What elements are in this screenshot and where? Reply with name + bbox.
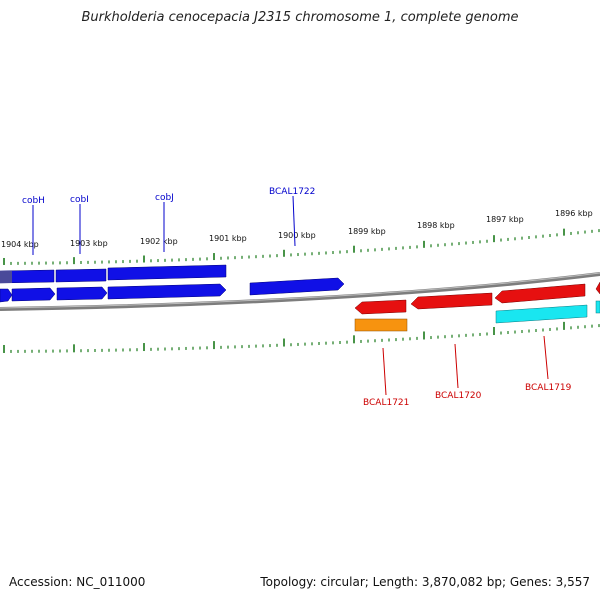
reverse-gene-feature[interactable] — [354, 299, 407, 315]
gene-label-BCAL1719[interactable]: BCAL1719 — [525, 383, 572, 393]
reverse-gene-labels: BCAL1721 BCAL1720 BCAL1719 — [363, 335, 572, 408]
tick-label-1897: 1897 kbp — [486, 215, 524, 224]
forward-gene-feature-dark-end — [0, 271, 12, 283]
gene-label-BCAL1722[interactable]: BCAL1722 — [269, 187, 315, 197]
tick-label-1904: 1904 kbp — [1, 240, 39, 249]
gene-label-cobJ[interactable]: cobJ — [155, 193, 174, 203]
forward-gene-feature[interactable] — [0, 269, 55, 284]
chromosome-backbone-highlight — [0, 272, 600, 309]
gene-label-cobI[interactable]: cobI — [70, 195, 89, 205]
map-title: Burkholderia cenocepacia J2315 chromosom… — [81, 10, 519, 25]
forward-gene-feature[interactable] — [56, 286, 108, 301]
tick-label-1902: 1902 kbp — [140, 237, 178, 246]
outer-tick-labels: 1904 kbp 1903 kbp 1902 kbp 1901 kbp 1900… — [1, 209, 593, 249]
forward-gene-feature[interactable] — [11, 287, 56, 302]
topology-text: Topology: circular; Length: 3,870,082 bp… — [260, 575, 590, 589]
leader-line — [543, 335, 549, 380]
reverse-gene-feature[interactable] — [494, 283, 586, 304]
forward-gene-row-outer — [0, 264, 227, 284]
cds-feature-cyan[interactable] — [495, 304, 588, 324]
chromosome-backbone — [0, 272, 600, 311]
gene-label-BCAL1721[interactable]: BCAL1721 — [363, 398, 409, 408]
leader-line — [454, 343, 459, 389]
forward-gene-feature[interactable] — [55, 268, 107, 283]
gene-label-cobH[interactable]: cobH — [22, 196, 45, 206]
tick-label-1898: 1898 kbp — [417, 221, 455, 230]
forward-gene-row-inner — [0, 277, 345, 303]
leader-line — [382, 347, 387, 396]
forward-gene-feature[interactable] — [107, 264, 227, 281]
cds-row — [354, 300, 600, 332]
reverse-gene-feature[interactable] — [595, 281, 600, 295]
cds-feature-cyan[interactable] — [595, 300, 600, 314]
inner-tick-ring — [3, 321, 600, 353]
forward-gene-feature[interactable] — [249, 277, 345, 296]
accession-text: Accession: NC_011000 — [9, 575, 146, 589]
gene-label-BCAL1720[interactable]: BCAL1720 — [435, 391, 482, 401]
tick-label-1903: 1903 kbp — [70, 239, 108, 248]
forward-gene-labels: cobH cobI cobJ BCAL1722 — [22, 187, 315, 255]
reverse-gene-row — [354, 281, 600, 315]
tick-label-1901: 1901 kbp — [209, 234, 247, 243]
cds-feature-orange[interactable] — [354, 318, 408, 332]
outer-tick-ring — [3, 228, 600, 265]
tick-label-1899: 1899 kbp — [348, 227, 386, 236]
leader-line — [292, 195, 296, 247]
forward-gene-feature[interactable] — [107, 283, 227, 300]
reverse-gene-feature[interactable] — [410, 292, 493, 310]
tick-label-1900: 1900 kbp — [278, 231, 316, 240]
tick-label-1896: 1896 kbp — [555, 209, 593, 218]
forward-gene-feature[interactable] — [0, 288, 13, 303]
